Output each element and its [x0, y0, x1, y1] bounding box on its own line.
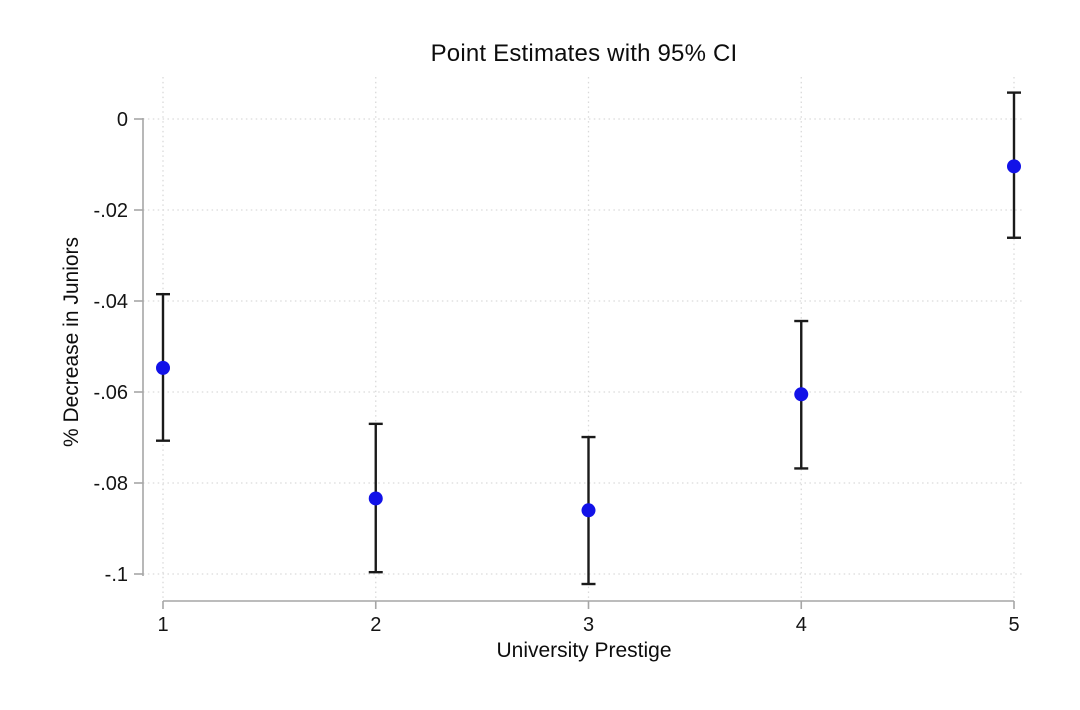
- y-tick-label: -.06: [94, 382, 128, 404]
- y-tick-label: 0: [117, 109, 128, 131]
- x-tick-label: 2: [370, 614, 381, 636]
- y-tick-label: -.02: [94, 200, 128, 222]
- data-point-marker: [581, 503, 596, 518]
- data-point-marker: [1007, 159, 1021, 174]
- chart-title: Point Estimates with 95% CI: [430, 40, 738, 67]
- y-tick-label: -.1: [105, 564, 128, 586]
- y-tick-label: -.04: [94, 291, 128, 313]
- y-tick-label: -.08: [94, 473, 128, 495]
- data-point-marker: [368, 491, 383, 506]
- x-tick-label: 4: [796, 614, 807, 636]
- x-axis-label: University Prestige: [496, 639, 672, 662]
- data-point-marker: [156, 360, 170, 375]
- data-point-marker: [794, 387, 809, 402]
- x-tick-label: 1: [157, 614, 168, 636]
- x-tick-label: 5: [1008, 614, 1019, 636]
- x-tick-label: 3: [583, 614, 594, 636]
